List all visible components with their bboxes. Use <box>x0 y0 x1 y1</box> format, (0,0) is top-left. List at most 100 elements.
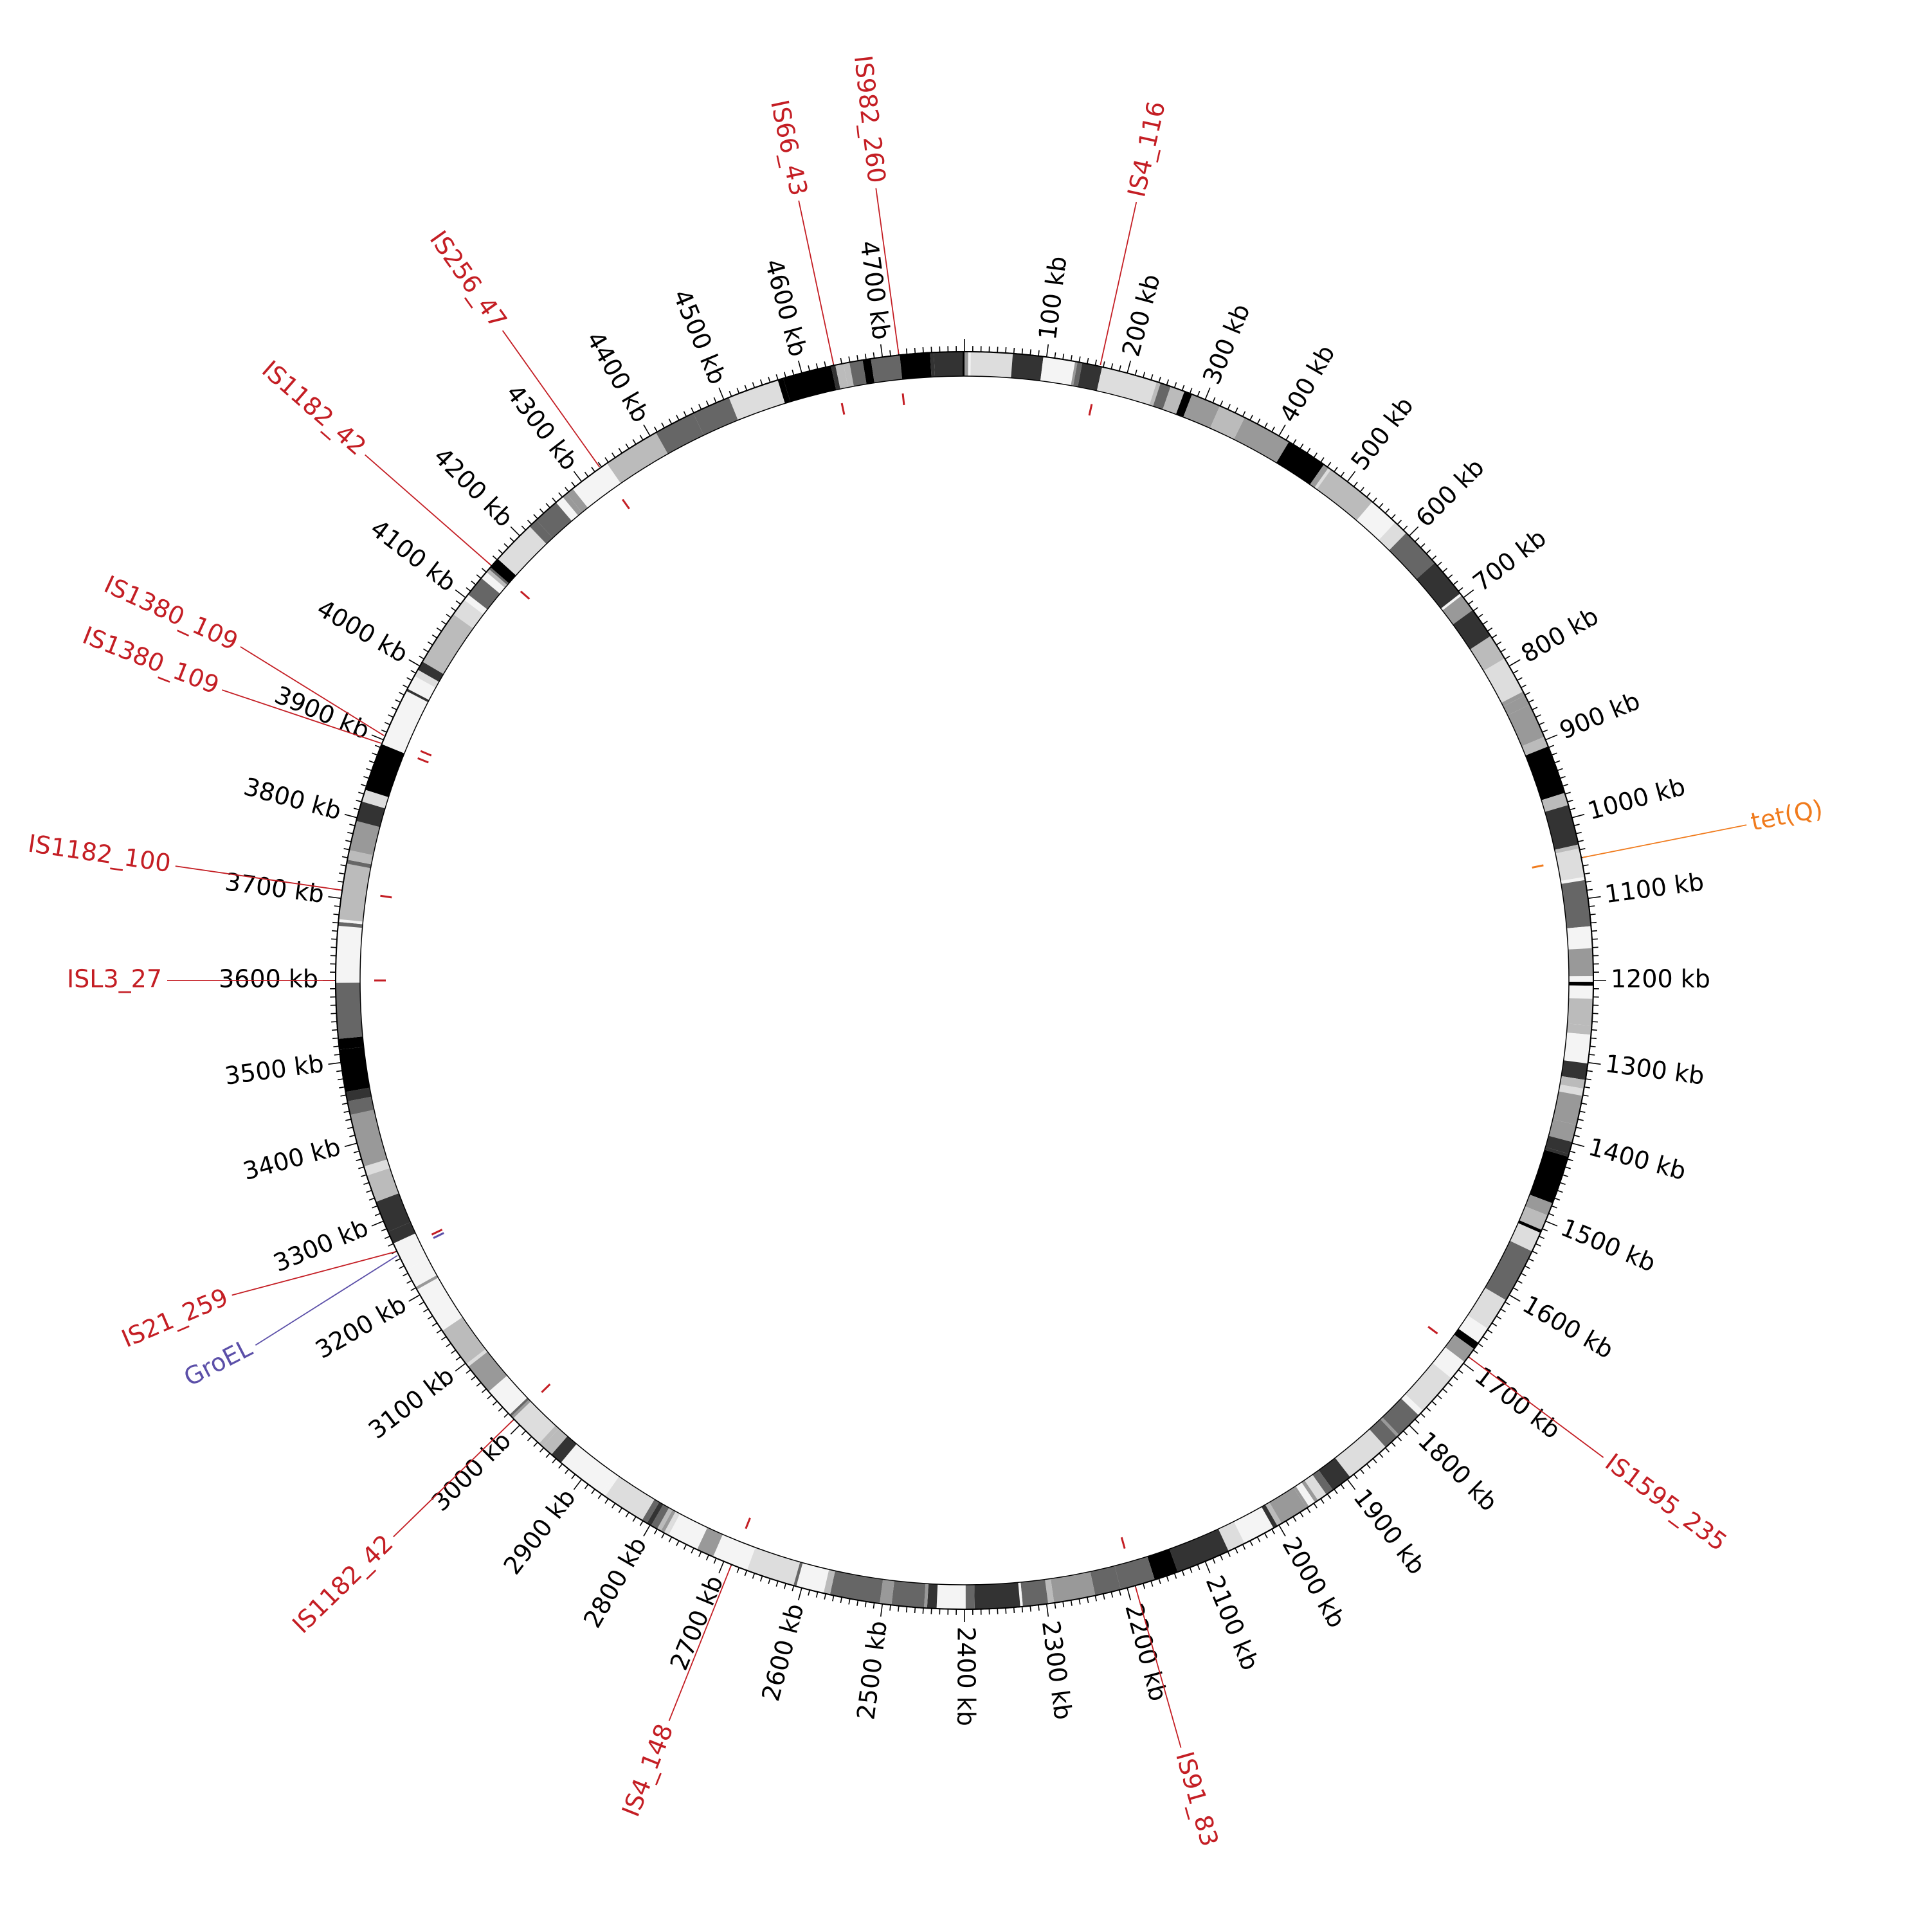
ideogram-band <box>660 1510 676 1533</box>
ideogram-band <box>489 567 509 585</box>
tick-label: 3000 kb <box>426 1426 517 1517</box>
ideogram-band <box>406 689 430 703</box>
ideogram-band <box>356 801 385 827</box>
ideogram-band <box>862 358 874 384</box>
tick-label: 300 kb <box>1197 300 1256 388</box>
ideogram-band <box>349 820 380 856</box>
ideogram-band <box>1114 1556 1155 1590</box>
tick-label: 2700 kb <box>664 1571 729 1674</box>
feature-marker <box>380 894 392 899</box>
ideogram-band <box>1544 805 1579 850</box>
tick-label: 1900 kb <box>1348 1483 1431 1580</box>
ideogram-band <box>1434 1347 1465 1377</box>
ideogram-band <box>561 1443 616 1494</box>
ideogram-band <box>468 1351 507 1392</box>
ideogram-band <box>1541 793 1569 812</box>
ideogram-band <box>1568 981 1593 986</box>
ideogram-band <box>1356 501 1395 541</box>
ideogram-band <box>796 1562 829 1594</box>
ideogram-band <box>1011 353 1044 381</box>
feature-leader-line <box>798 200 835 365</box>
ideogram-band <box>338 863 371 922</box>
is-element-label: IS1182_42 <box>287 1529 399 1639</box>
ideogram-band <box>464 597 485 615</box>
ideogram-band <box>1020 1579 1049 1607</box>
ideogram-band <box>1382 1398 1419 1435</box>
ideogram-band <box>823 1569 835 1595</box>
ideogram-band <box>651 1504 669 1530</box>
ideogram-band <box>467 578 500 609</box>
ideogram-band <box>1078 363 1103 391</box>
ideogram-band <box>509 1398 529 1417</box>
tick-label: 3100 kb <box>363 1361 460 1444</box>
ideogram-band <box>1453 609 1491 650</box>
ideogram-band <box>1485 1240 1532 1301</box>
ideogram-band <box>642 1499 660 1524</box>
is-element-label: IS982_260 <box>849 54 891 185</box>
ideogram-band <box>1096 366 1157 406</box>
ideogram-band <box>529 519 553 545</box>
tick-label: 1400 kb <box>1586 1132 1689 1186</box>
tick-label: 3400 kb <box>240 1132 343 1186</box>
tick-label: 3600 kb <box>219 965 318 993</box>
ideogram-band <box>466 1349 488 1367</box>
tick-label: 2300 kb <box>1037 1619 1078 1721</box>
ideogram-band <box>1050 1571 1096 1603</box>
tick-label: 1800 kb <box>1413 1426 1503 1517</box>
tick-label: 1200 kb <box>1611 965 1710 993</box>
ideogram-band <box>1568 985 1593 999</box>
ideogram-band <box>367 1168 399 1202</box>
ideogram-band <box>1071 361 1078 386</box>
ideogram-band <box>563 493 583 516</box>
tick-label: 4500 kb <box>667 285 732 388</box>
ideogram-band <box>1566 926 1593 950</box>
ideogram-band <box>712 1534 756 1571</box>
is-element-label: IS1595_235 <box>1600 1448 1732 1557</box>
ideogram-band <box>1568 976 1594 982</box>
ideogram-band <box>1568 948 1593 977</box>
feature-leader-line <box>875 188 900 354</box>
ideogram-band <box>1295 1482 1316 1507</box>
ideogram-band <box>466 594 487 613</box>
feature-marker <box>1120 1537 1126 1549</box>
ideogram-band <box>1521 736 1548 756</box>
groel-label: GroEL <box>179 1333 257 1392</box>
ideogram-band <box>381 691 428 754</box>
ideogram-band <box>1561 876 1586 884</box>
ideogram-band <box>1045 1578 1055 1604</box>
feature-leader-line <box>365 454 491 566</box>
ideogram-band <box>1432 1361 1453 1378</box>
ideogram-band <box>363 1159 390 1176</box>
ideogram-band <box>647 1502 664 1526</box>
ideogram-band <box>350 1109 388 1167</box>
feature-leader-line <box>502 330 601 467</box>
ideogram-band <box>347 1096 374 1115</box>
ideogram-band <box>1525 746 1565 800</box>
ideogram-band <box>1218 1521 1245 1551</box>
feature-marker <box>621 498 630 510</box>
ideogram-band <box>1233 417 1289 463</box>
tick-label: 700 kb <box>1467 523 1552 597</box>
ideogram-band <box>336 982 363 1039</box>
ideogram-band <box>1559 1076 1586 1089</box>
ideogram-band <box>1501 691 1525 707</box>
tick-label: 1100 kb <box>1603 867 1705 908</box>
ideogram-band <box>1525 1195 1553 1216</box>
feature-marker <box>420 750 432 757</box>
ideogram-band <box>1517 1220 1542 1233</box>
ideogram-band <box>1510 1223 1541 1252</box>
feature-marker <box>1088 404 1093 416</box>
ideogram-band <box>1454 1328 1479 1350</box>
ideogram-band <box>1304 1474 1327 1501</box>
ideogram-band <box>1563 1033 1591 1064</box>
feature-leader-line <box>1582 824 1747 858</box>
feature-marker <box>417 757 429 764</box>
ideogram-band <box>1507 704 1544 746</box>
tick-label: 2100 kb <box>1200 1571 1265 1674</box>
feature-marker <box>431 1229 443 1236</box>
ideogram-band <box>1561 1060 1588 1080</box>
ideogram-band <box>417 662 444 682</box>
ideogram-band <box>1175 391 1192 417</box>
ideogram-band <box>1519 1206 1548 1231</box>
